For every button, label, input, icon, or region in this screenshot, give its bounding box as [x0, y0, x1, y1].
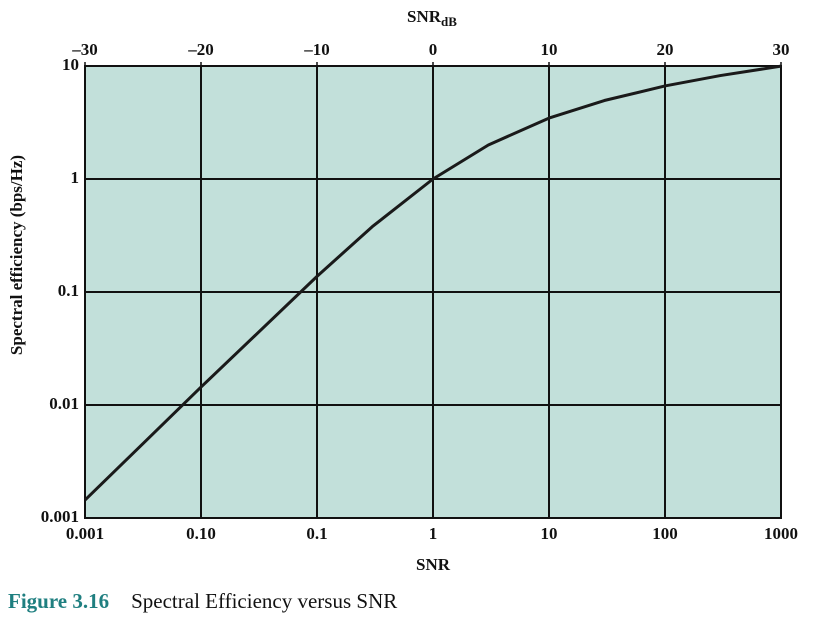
x-axis-title: SNR: [416, 555, 451, 574]
y-tick-label: 0.01: [49, 394, 79, 413]
top-axis-title-main: SNR: [407, 7, 442, 26]
top-axis-title: SNRdB: [407, 7, 457, 29]
y-tick-label: 0.001: [41, 507, 79, 526]
x-tick-label: 0.1: [306, 524, 327, 543]
data-line: [83, 64, 782, 502]
top-tick-label: 30: [773, 40, 790, 59]
y-axis-title: Spectral efficiency (bps/Hz): [7, 155, 26, 355]
top-tick-label: –20: [187, 40, 214, 59]
x-tick-label: 1: [429, 524, 438, 543]
top-tick-label: 0: [429, 40, 438, 59]
caption: Figure 3.16 Spectral Efficiency versus SN…: [8, 589, 397, 613]
top-tick-label: 10: [541, 40, 558, 59]
top-tick-label: –10: [303, 40, 330, 59]
plot-frame: [84, 65, 782, 519]
x-tick-label: 10: [541, 524, 558, 543]
y-tick-label: 0.1: [58, 281, 79, 300]
y-tick-label: 10: [62, 55, 79, 74]
x-tick-label: 0.10: [186, 524, 216, 543]
caption-title: Spectral Efficiency versus SNR: [131, 589, 397, 613]
figure-label: Figure 3.16: [8, 589, 109, 613]
top-tick-label: –30: [71, 40, 98, 59]
x-tick-label: 0.001: [66, 524, 104, 543]
x-tick-label: 100: [652, 524, 678, 543]
y-tick-label: 1: [71, 168, 80, 187]
top-tick-label: 20: [657, 40, 674, 59]
top-axis-title-subscript: dB: [441, 14, 457, 29]
x-tick-label: 1000: [764, 524, 798, 543]
